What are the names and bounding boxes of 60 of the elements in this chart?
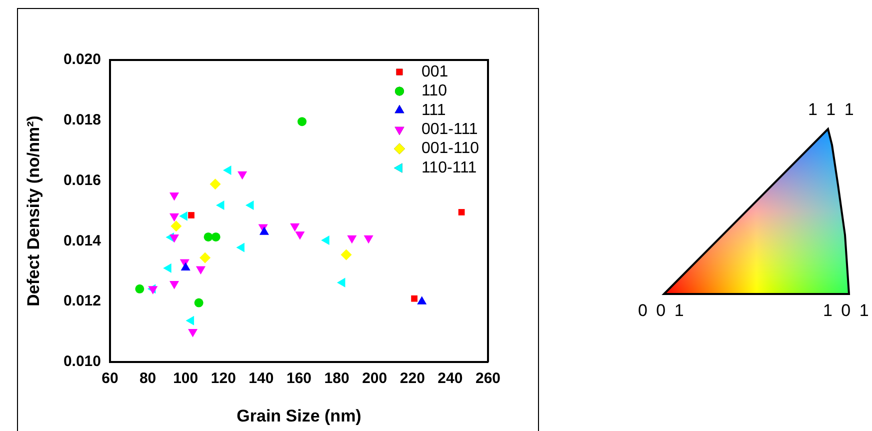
point <box>169 234 180 243</box>
y-tick-label: 0.020 <box>63 51 101 68</box>
x-tick-label: 260 <box>475 370 501 388</box>
x-tick-label: 200 <box>362 370 388 388</box>
x-axis-title: Grain Size (nm) <box>236 406 362 426</box>
x-tick-label: 220 <box>400 370 425 388</box>
legend-label: 001-110 <box>421 140 480 158</box>
x-tick-label: 180 <box>324 370 350 388</box>
point <box>458 209 465 216</box>
point <box>186 316 194 326</box>
point <box>321 236 330 246</box>
y-axis-title: Defect Density (no/nm²) <box>24 116 43 306</box>
point <box>216 200 224 210</box>
y-tick-label: 0.018 <box>63 112 101 129</box>
point <box>188 212 194 218</box>
x-tick-label: 140 <box>248 370 274 388</box>
point <box>210 178 221 190</box>
point <box>295 232 305 240</box>
point <box>238 171 248 180</box>
point <box>298 117 307 126</box>
x-tick-label: 100 <box>173 370 198 388</box>
legend-label: 110 <box>421 82 448 100</box>
point <box>411 295 418 302</box>
y-tick-label: 0.012 <box>63 292 101 310</box>
point <box>169 213 180 222</box>
legend-label: 110-111 <box>421 159 477 176</box>
text: 1 0 1 <box>823 301 871 321</box>
point <box>245 200 254 210</box>
y-tick-label: 0.016 <box>63 172 101 189</box>
legend-label: 111 <box>421 102 446 119</box>
point <box>336 278 346 288</box>
point <box>194 298 204 308</box>
text: 1 1 1 <box>808 100 856 120</box>
text: 0 0 1 <box>638 301 686 321</box>
x-tick-label: 240 <box>438 370 463 388</box>
point <box>170 220 182 232</box>
x-tick-label: 160 <box>286 370 312 388</box>
point <box>340 249 352 260</box>
point <box>204 232 213 242</box>
point <box>200 252 211 264</box>
point <box>347 235 357 244</box>
point <box>163 263 172 273</box>
legend-label: 001-111 <box>421 121 478 138</box>
y-tick-label: 0.014 <box>63 232 102 250</box>
point <box>290 223 300 232</box>
legend-label: 001 <box>421 63 448 80</box>
point <box>236 242 244 252</box>
point <box>211 232 220 242</box>
y-tick-label: 0.010 <box>63 353 101 370</box>
point <box>179 211 188 221</box>
point <box>169 281 180 290</box>
point <box>188 329 198 338</box>
x-tick-label: 120 <box>210 370 236 388</box>
x-tick-label: 80 <box>139 370 156 388</box>
x-tick-label: 60 <box>102 370 118 388</box>
point <box>364 235 374 244</box>
point <box>169 192 180 201</box>
point <box>135 284 144 294</box>
point <box>223 165 232 175</box>
point <box>196 266 206 274</box>
